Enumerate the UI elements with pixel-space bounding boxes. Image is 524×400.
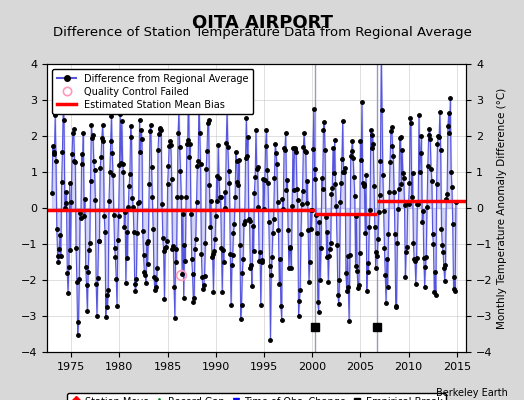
Y-axis label: Monthly Temperature Anomaly Difference (°C): Monthly Temperature Anomaly Difference (… (497, 87, 507, 329)
Text: Berkeley Earth: Berkeley Earth (436, 388, 508, 398)
Text: OITA AIRPORT: OITA AIRPORT (191, 14, 333, 32)
Legend: Station Move, Record Gap, Time of Obs. Change, Empirical Break: Station Move, Record Gap, Time of Obs. C… (67, 393, 446, 400)
Text: Difference of Station Temperature Data from Regional Average: Difference of Station Temperature Data f… (52, 26, 472, 39)
